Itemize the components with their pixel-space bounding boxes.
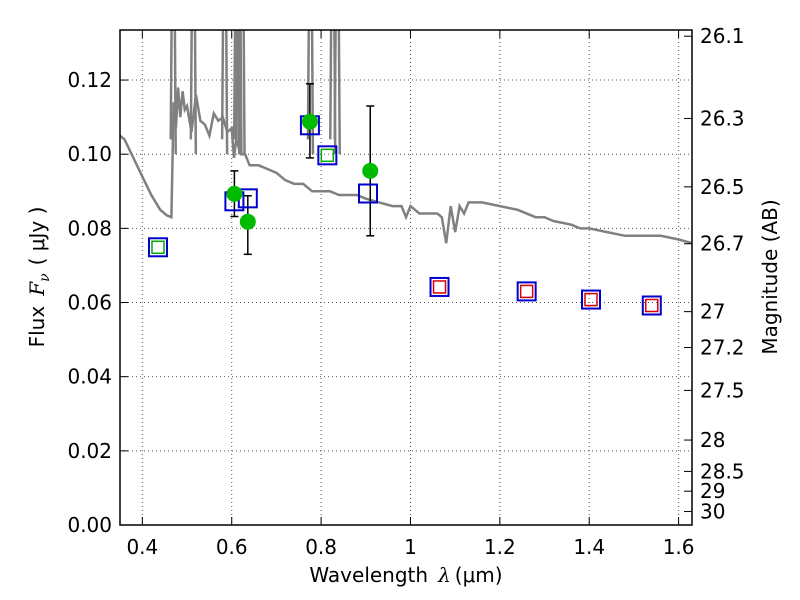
x-axis-ticks: 0.4 0.6 0.8 1 1.2 1.4 1.6 (126, 30, 695, 559)
x-tick-label: 1.4 (573, 535, 605, 559)
model-spectrum-line (120, 87, 692, 245)
observed-point (301, 113, 318, 130)
y-tick-label: 0.00 (67, 513, 112, 537)
model-spectrum (120, 87, 692, 245)
x-tick-label: 1 (404, 535, 417, 559)
model-photometry-box (317, 145, 338, 166)
x-tick-label: 0.8 (305, 535, 337, 559)
model-photometry (147, 115, 662, 316)
emission-line-spike (238, 30, 246, 155)
emission-line-spike (306, 30, 315, 155)
emission-line-spike (232, 30, 241, 155)
emission-line-spike (333, 30, 341, 155)
x-tick-label: 0.6 (216, 535, 248, 559)
model-photometry-inner-red (584, 292, 598, 307)
magnitude-tick-label: 28 (700, 428, 725, 452)
model-photometry-inner-green (151, 240, 165, 255)
model-photometry-box (147, 237, 168, 258)
y-tick-label: 0.10 (67, 142, 112, 166)
magnitude-tick-label: 26.7 (700, 232, 745, 256)
model-photometry-box (429, 276, 450, 297)
y2-axis-label: Magnitude (AB) (758, 199, 782, 354)
y-axis-label: FluxFν( μJy ) (25, 207, 53, 348)
model-photometry-box (516, 281, 537, 302)
magnitude-tick-label: 27.5 (700, 378, 745, 402)
y-axis-ticks: 0.00 0.02 0.04 0.06 0.08 0.10 0.12 (67, 68, 128, 537)
model-photometry-box (581, 289, 602, 310)
y-tick-label: 0.12 (67, 68, 112, 92)
model-photometry-inner-green (320, 148, 335, 163)
x-tick-label: 1.2 (484, 535, 516, 559)
magnitude-tick-label: 27 (700, 300, 725, 324)
y-tick-label: 0.04 (67, 365, 112, 389)
plot-area (120, 30, 692, 525)
emission-line-spike (220, 30, 229, 155)
observed-points (226, 113, 379, 230)
x-tick-label: 0.4 (126, 535, 158, 559)
magnitude-tick-label: 26.3 (700, 106, 745, 130)
x-axis-label: Wavelength λ (μm) (309, 563, 502, 587)
observed-point (362, 162, 379, 179)
model-photometry-box (358, 183, 379, 204)
y-tick-label: 0.02 (67, 439, 112, 463)
magnitude-tick-label: 27.2 (700, 336, 745, 360)
plot-frame (119, 29, 693, 526)
emission-lines (169, 30, 341, 155)
observed-point (239, 213, 256, 230)
magnitude-tick-label: 29 (700, 479, 725, 503)
magnitude-tick-label: 26.1 (700, 24, 745, 48)
model-photometry-inner-red (432, 280, 447, 294)
x-tick-label: 1.6 (663, 535, 695, 559)
magnitude-tick-label: 26.5 (700, 175, 745, 199)
y-tick-label: 0.08 (67, 216, 112, 240)
magnitude-tick-label: 30 (700, 500, 725, 524)
model-photometry-box (641, 295, 662, 316)
y-tick-label: 0.06 (67, 291, 112, 315)
emission-line-spike (189, 30, 198, 155)
observed-point (226, 185, 243, 202)
emission-line-spike (169, 30, 177, 155)
model-photometry-inner-red (645, 298, 659, 313)
magnitude-tick-label: 28.5 (700, 459, 745, 483)
model-photometry-inner-red (519, 284, 534, 299)
